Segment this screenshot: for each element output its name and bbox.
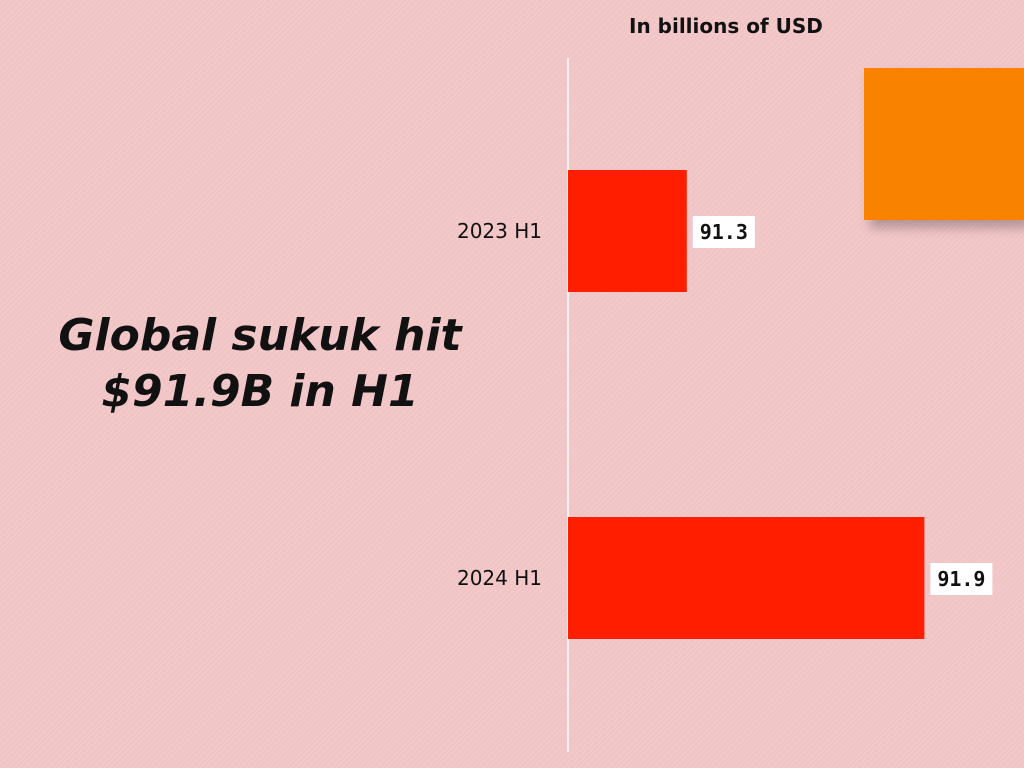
category-label-2: 2024 H1 [457, 566, 542, 590]
value-label-1: 91.3 [692, 216, 755, 248]
value-label-text-1: 91.3 [700, 220, 748, 244]
headline-line-2: $91.9B in H1 [101, 366, 419, 417]
headline: Global sukuk hit $91.9B in H1 [40, 308, 480, 420]
bar-1 [568, 170, 687, 292]
value-label-bg-1 [692, 216, 755, 248]
headline-line-1: Global sukuk hit [58, 310, 462, 361]
unit-label: In billions of USD [629, 14, 823, 38]
value-label-bg-2 [930, 563, 993, 595]
bar-marks: 2023 H1 91.3 2024 H1 91.9 [457, 170, 993, 639]
accent-block [864, 68, 1024, 220]
value-label-text-2: 91.9 [937, 567, 985, 591]
bar-2 [568, 517, 925, 639]
category-label-1: 2023 H1 [457, 219, 542, 243]
value-label-2: 91.9 [930, 563, 993, 595]
